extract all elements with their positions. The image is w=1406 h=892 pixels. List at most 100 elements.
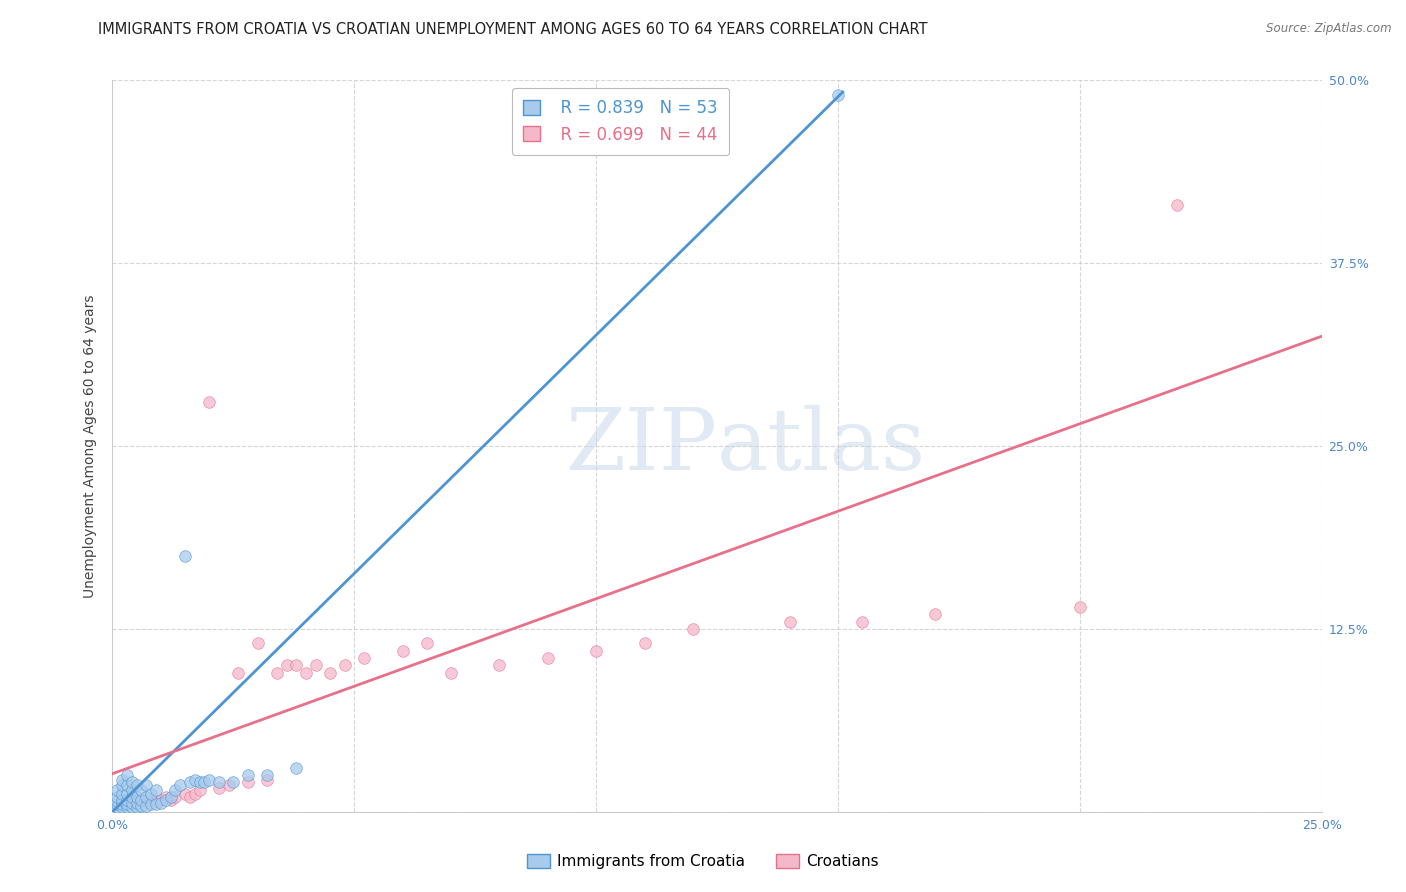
Point <box>1166 197 1188 211</box>
Point <box>188 775 211 789</box>
Point <box>145 797 167 812</box>
Point <box>121 800 143 814</box>
Point <box>111 793 134 807</box>
Point <box>115 787 138 801</box>
Point <box>131 793 153 807</box>
Point <box>125 800 148 814</box>
Point <box>121 775 143 789</box>
Point <box>333 658 356 673</box>
Point <box>111 797 134 812</box>
Point <box>174 787 197 801</box>
Point <box>141 793 163 807</box>
Point <box>125 778 148 792</box>
Point <box>125 796 148 810</box>
Point <box>121 790 143 805</box>
Point <box>135 790 157 805</box>
Point <box>183 772 205 787</box>
Point <box>125 790 148 805</box>
Point <box>155 790 177 805</box>
Point <box>145 795 167 809</box>
Point <box>159 790 181 805</box>
Point <box>266 665 288 680</box>
Point <box>111 772 134 787</box>
Y-axis label: Unemployment Among Ages 60 to 64 years: Unemployment Among Ages 60 to 64 years <box>83 294 97 598</box>
Point <box>115 797 138 812</box>
Point <box>488 658 510 673</box>
Point <box>633 636 655 650</box>
Point <box>285 658 308 673</box>
Text: ZIP: ZIP <box>565 404 717 488</box>
Point <box>115 793 138 807</box>
Point <box>179 790 201 805</box>
Point <box>236 775 259 789</box>
Point <box>391 644 413 658</box>
Point <box>131 793 153 807</box>
Point <box>135 798 157 813</box>
Point <box>256 772 278 787</box>
Point <box>1069 599 1091 614</box>
Point <box>285 761 308 775</box>
Point <box>416 636 439 650</box>
Point <box>105 790 128 805</box>
Point <box>208 781 231 796</box>
Point <box>135 778 157 792</box>
Point <box>222 775 245 789</box>
Point <box>141 797 163 812</box>
Legend:   R = 0.839   N = 53,   R = 0.699   N = 44: R = 0.839 N = 53, R = 0.699 N = 44 <box>512 87 730 155</box>
Point <box>121 796 143 810</box>
Text: Source: ZipAtlas.com: Source: ZipAtlas.com <box>1267 22 1392 36</box>
Point <box>115 800 138 814</box>
Point <box>440 665 463 680</box>
Point <box>165 790 187 805</box>
Point <box>149 793 172 807</box>
Point <box>111 800 134 814</box>
Point <box>105 795 128 809</box>
Point <box>174 549 197 563</box>
Point <box>353 651 375 665</box>
Text: IMMIGRANTS FROM CROATIA VS CROATIAN UNEMPLOYMENT AMONG AGES 60 TO 64 YEARS CORRE: IMMIGRANTS FROM CROATIA VS CROATIAN UNEM… <box>98 22 928 37</box>
Point <box>111 787 134 801</box>
Point <box>121 782 143 797</box>
Point <box>131 798 153 813</box>
Point <box>159 793 181 807</box>
Point <box>105 800 128 814</box>
Point <box>115 768 138 782</box>
Point <box>188 782 211 797</box>
Legend: Immigrants from Croatia, Croatians: Immigrants from Croatia, Croatians <box>520 848 886 875</box>
Point <box>115 796 138 810</box>
Point <box>226 665 249 680</box>
Point <box>537 651 560 665</box>
Point <box>236 768 259 782</box>
Point <box>295 665 318 680</box>
Point <box>135 795 157 809</box>
Point <box>111 797 134 812</box>
Point <box>779 615 801 629</box>
Point <box>585 644 607 658</box>
Point <box>115 778 138 792</box>
Point <box>165 782 187 797</box>
Point <box>149 796 172 810</box>
Point <box>141 787 163 801</box>
Point <box>121 795 143 809</box>
Point <box>111 778 134 792</box>
Point <box>155 793 177 807</box>
Point <box>145 782 167 797</box>
Point <box>851 615 873 629</box>
Text: atlas: atlas <box>717 404 927 488</box>
Point <box>125 796 148 810</box>
Point <box>682 622 704 636</box>
Point <box>179 775 201 789</box>
Point <box>304 658 326 673</box>
Point <box>193 775 215 789</box>
Point <box>198 772 221 787</box>
Point <box>169 778 191 792</box>
Point <box>827 87 849 102</box>
Point <box>319 665 342 680</box>
Point <box>183 787 205 801</box>
Point <box>218 778 240 792</box>
Point <box>105 782 128 797</box>
Point <box>246 636 269 650</box>
Point <box>924 607 946 622</box>
Point <box>198 395 221 409</box>
Point <box>105 797 128 812</box>
